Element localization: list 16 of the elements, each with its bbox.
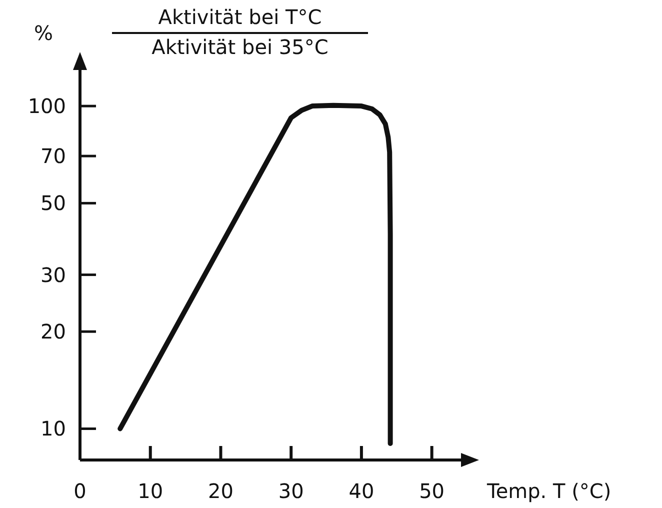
y-tick-label: 100 [28, 94, 66, 118]
y-tick-label: 20 [40, 320, 66, 344]
x-tick-label: 10 [138, 479, 164, 503]
x-tick-label: 30 [278, 479, 304, 503]
x-tick-label: 40 [348, 479, 374, 503]
y-tick-label: 50 [40, 191, 66, 216]
x-axis-title: Temp. T (°C) [486, 479, 612, 503]
text: Aktivität bei T°C [158, 5, 322, 29]
x-tick-label: 50 [419, 479, 445, 503]
y-axis-title: % [34, 21, 54, 45]
x-tick-label: 0 [74, 479, 86, 503]
y-tick-label: 70 [40, 144, 66, 168]
x-tick-label: 20 [208, 479, 234, 503]
text: Aktivität bei 35°C [152, 35, 328, 59]
y-tick-label: 10 [40, 416, 66, 441]
y-tick-label: 30 [40, 262, 66, 287]
